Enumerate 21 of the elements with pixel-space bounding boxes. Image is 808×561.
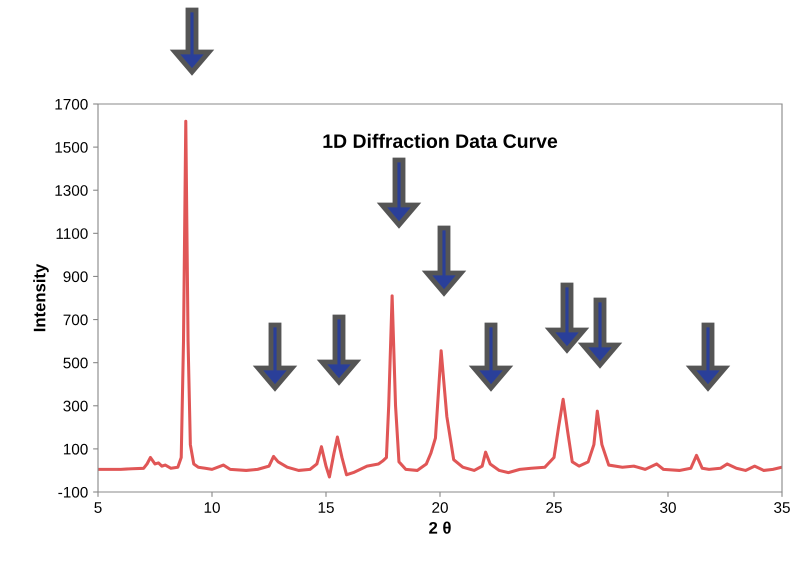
y-tick-label: 500 bbox=[63, 358, 88, 368]
y-tick-label: 1500 bbox=[55, 142, 88, 153]
x-tick-label: 10 bbox=[204, 502, 220, 513]
y-tick-label: 900 bbox=[64, 271, 88, 282]
text: 1D Diffraction Data Curve bbox=[323, 134, 558, 148]
y-tick-label: -100 bbox=[58, 486, 88, 498]
x-tick-label: 15 bbox=[318, 502, 334, 513]
y-axis-title: Intensity bbox=[33, 264, 49, 332]
y-tick-label: 1700 bbox=[55, 98, 88, 110]
line-series bbox=[98, 120, 782, 478]
y-tick-label: 1100 bbox=[56, 228, 88, 240]
y-tick-label: 300 bbox=[63, 400, 88, 412]
x-tick-label: 35 bbox=[774, 502, 790, 513]
x-tick-label: 25 bbox=[546, 502, 562, 513]
y-tick-label: 100 bbox=[64, 444, 88, 455]
x-tick-label: 20 bbox=[432, 502, 448, 513]
x-tick-label: 5 bbox=[94, 502, 102, 513]
y-tick-label: 700 bbox=[64, 314, 88, 326]
x-axis-title: 2 θ bbox=[429, 522, 451, 534]
y-tick-label: 1300 bbox=[55, 185, 88, 196]
x-tick-label: 30 bbox=[660, 502, 676, 513]
